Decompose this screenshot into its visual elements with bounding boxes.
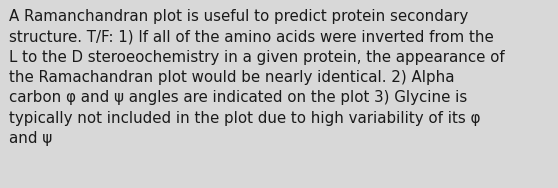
Text: A Ramanchandran plot is useful to predict protein secondary
structure. T/F: 1) I: A Ramanchandran plot is useful to predic… — [9, 9, 504, 146]
